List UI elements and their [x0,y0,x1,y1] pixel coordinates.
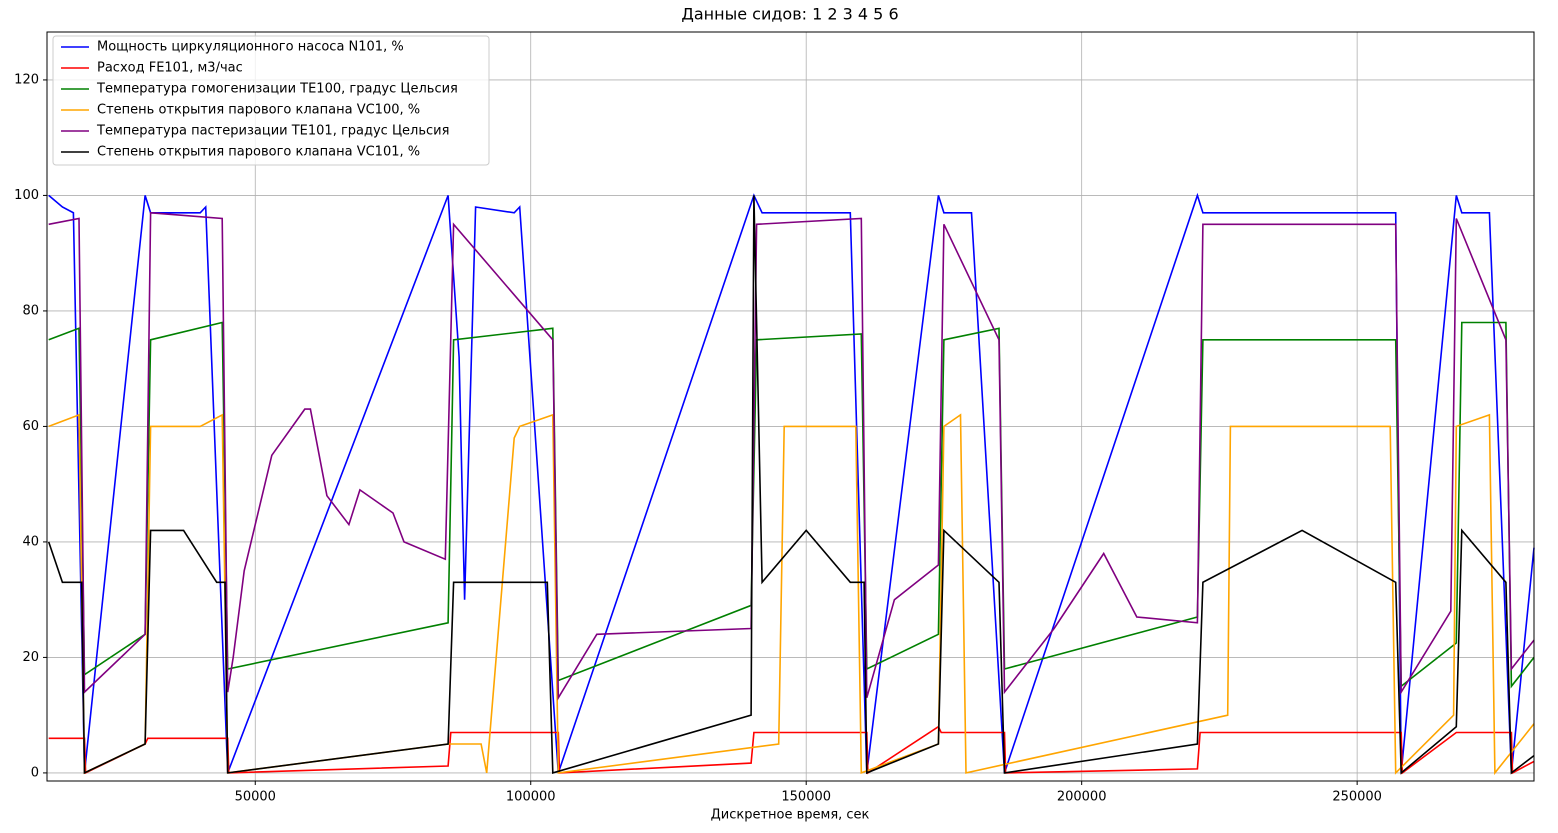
plot-frame [46,31,1535,782]
x-tick-label: 250000 [1332,790,1382,805]
legend-box [52,35,490,166]
y-tick-label: 100 [14,188,39,203]
series-line [48,211,1535,701]
x-tick-label: 200000 [1057,790,1107,805]
series-line [48,413,1535,776]
y-tick-label: 40 [22,534,39,549]
x-axis-label: Дискретное время, сек [711,808,870,823]
legend-label: Температура гомогенизации TE100, градус … [96,82,458,97]
legend-label: Расход FE101, м3/час [97,61,243,76]
x-tick-label: 150000 [781,790,831,805]
series-line [48,321,1535,689]
y-tick-label: 20 [22,650,39,665]
series-line [47,195,1535,775]
legend-label: Температура пастеризации TE101, градус Ц… [96,124,449,139]
x-tick-label: 100000 [506,790,556,805]
y-tick-label: 0 [31,765,39,780]
y-tick-label: 120 [14,72,39,87]
series-line [48,192,1535,774]
y-tick-label: 80 [22,303,39,318]
legend-label: Степень открытия парового клапана VC101,… [97,145,420,160]
legend-label: Степень открытия парового клапана VC100,… [97,103,420,118]
legend-label: Мощность циркуляционного насоса N101, % [97,40,404,55]
series-line [48,725,1535,775]
x-tick-label: 50000 [235,790,276,805]
y-tick-label: 60 [22,419,39,434]
chart-title: Данные сидов: 1 2 3 4 5 6 [681,5,898,24]
